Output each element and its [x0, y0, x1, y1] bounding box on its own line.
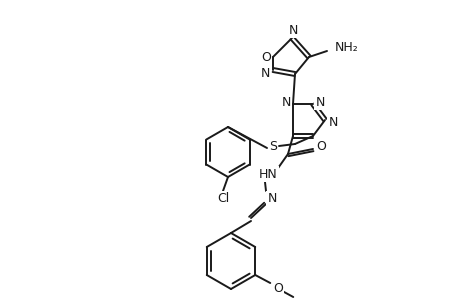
Text: NH₂: NH₂ [334, 40, 358, 53]
Text: Cl: Cl [216, 193, 229, 206]
Text: O: O [261, 50, 270, 64]
Text: N: N [260, 67, 269, 80]
Text: N: N [314, 95, 324, 109]
Text: N: N [281, 95, 290, 109]
Text: N: N [267, 193, 276, 206]
Text: N: N [288, 23, 297, 37]
Text: S: S [269, 140, 276, 154]
Text: O: O [315, 140, 325, 154]
Text: O: O [273, 283, 283, 296]
Text: HN: HN [258, 167, 277, 181]
Text: N: N [328, 116, 337, 128]
